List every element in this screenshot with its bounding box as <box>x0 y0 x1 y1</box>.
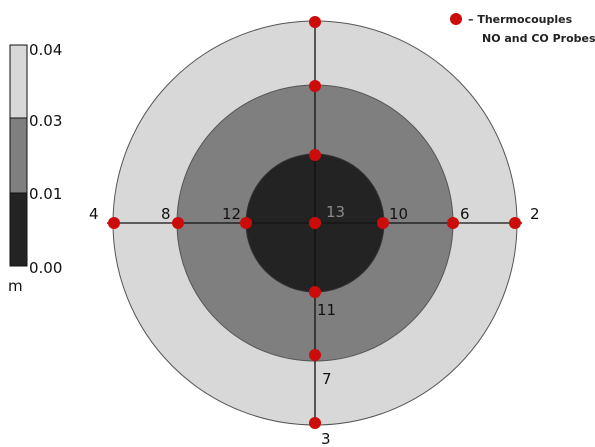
probe-marker-top-outer <box>309 16 321 28</box>
probe-label-13: 13 <box>326 203 345 221</box>
colorbar-segment-top <box>9 44 28 119</box>
probe-label-7: 7 <box>322 370 332 388</box>
probe-marker-12 <box>240 217 252 229</box>
probe-marker-top-middle <box>309 80 321 92</box>
colorbar-tick-2: 0.01 <box>29 185 62 203</box>
probe-marker-4 <box>108 217 120 229</box>
colorbar-tick-1: 0.03 <box>29 112 62 130</box>
legend-line-1: – Thermocouples <box>468 13 573 26</box>
colorbar-unit: m <box>8 277 23 295</box>
colorbar: 0.04 0.03 0.01 0.00 m <box>8 41 62 295</box>
probe-marker-3 <box>309 417 321 429</box>
probe-label-3: 3 <box>321 430 331 447</box>
colorbar-segment-middle <box>9 117 28 194</box>
probe-label-8: 8 <box>161 205 171 223</box>
colorbar-segment-bottom <box>9 192 28 267</box>
probe-label-2: 2 <box>530 205 540 223</box>
probe-label-12: 12 <box>222 205 241 223</box>
probe-label-4: 4 <box>89 205 99 223</box>
probe-label-6: 6 <box>460 205 470 223</box>
probe-marker-10 <box>377 217 389 229</box>
legend: – Thermocouples NO and CO Probes <box>450 13 595 45</box>
probe-markers <box>108 16 521 429</box>
probe-marker-13 <box>309 217 321 229</box>
red-dot-icon <box>450 13 462 25</box>
legend-line-2: NO and CO Probes <box>482 32 595 45</box>
probe-labels: 4 8 12 13 10 6 2 11 7 3 <box>89 203 540 447</box>
colorbar-tick-3: 0.00 <box>29 259 62 277</box>
probe-marker-7 <box>309 349 321 361</box>
probe-marker-11 <box>309 286 321 298</box>
colorbar-tick-0: 0.04 <box>29 41 62 59</box>
probe-label-11: 11 <box>317 301 336 319</box>
probe-marker-6 <box>447 217 459 229</box>
probe-marker-8 <box>172 217 184 229</box>
probe-label-10: 10 <box>389 205 408 223</box>
probe-marker-2 <box>509 217 521 229</box>
probe-marker-top-inner <box>309 149 321 161</box>
